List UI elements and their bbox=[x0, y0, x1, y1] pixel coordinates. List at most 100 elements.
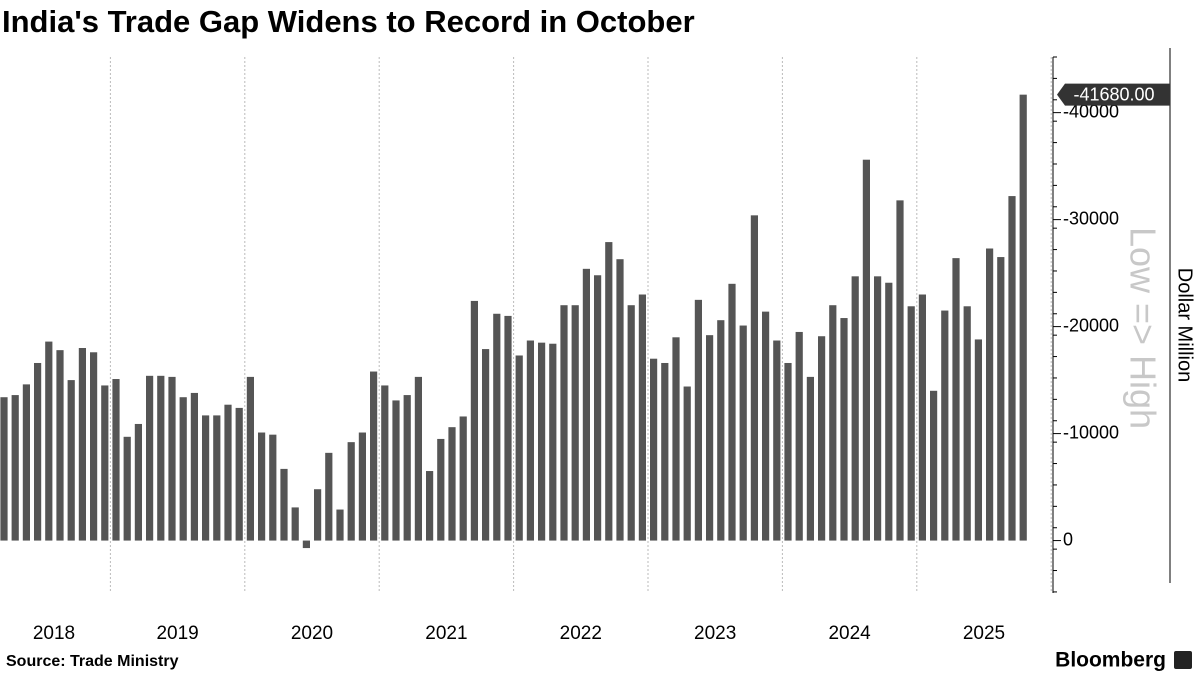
x-tick-label: 2018 bbox=[33, 623, 75, 644]
bar bbox=[314, 489, 322, 541]
bar bbox=[739, 325, 747, 541]
bar bbox=[582, 268, 590, 541]
x-tick-label: 2024 bbox=[828, 623, 871, 644]
y-tick-label: -40000 bbox=[1063, 101, 1119, 121]
bar bbox=[112, 379, 120, 541]
bar bbox=[291, 507, 299, 541]
bar bbox=[168, 376, 176, 541]
bar bbox=[896, 200, 904, 541]
bar bbox=[504, 315, 512, 541]
bar bbox=[34, 362, 42, 541]
bar bbox=[683, 386, 691, 541]
bar bbox=[829, 305, 837, 541]
bar bbox=[0, 397, 8, 541]
bar bbox=[1008, 196, 1016, 541]
bar bbox=[78, 348, 86, 541]
bar bbox=[784, 362, 792, 541]
x-tick-label: 2021 bbox=[425, 623, 467, 644]
x-tick-label: 2022 bbox=[560, 623, 602, 644]
bar bbox=[336, 509, 344, 541]
bar bbox=[358, 432, 366, 541]
bar bbox=[325, 452, 333, 541]
bar bbox=[941, 310, 949, 541]
bar bbox=[90, 352, 98, 541]
bar bbox=[123, 436, 131, 541]
bar bbox=[470, 300, 478, 541]
y-tick-label: 0 bbox=[1063, 529, 1073, 549]
bar bbox=[650, 358, 658, 541]
bar bbox=[101, 385, 109, 541]
y-tick-label: -20000 bbox=[1063, 315, 1119, 335]
bar bbox=[146, 375, 154, 541]
bar bbox=[515, 355, 523, 541]
bar bbox=[907, 306, 915, 541]
bar bbox=[840, 318, 848, 541]
bar bbox=[918, 294, 926, 541]
bar bbox=[493, 313, 501, 541]
bar bbox=[392, 400, 400, 541]
bar bbox=[67, 380, 75, 541]
x-tick-label: 2023 bbox=[694, 623, 736, 644]
bar bbox=[157, 375, 165, 541]
bar bbox=[224, 404, 232, 541]
x-tick-label: 2020 bbox=[291, 623, 333, 644]
bar bbox=[45, 341, 53, 541]
bar bbox=[974, 339, 982, 541]
bar bbox=[986, 248, 994, 541]
bar bbox=[717, 320, 725, 541]
bar bbox=[862, 159, 870, 541]
bar bbox=[437, 438, 445, 541]
bar bbox=[560, 305, 568, 541]
bar bbox=[448, 427, 456, 541]
bar bbox=[963, 306, 971, 541]
bar bbox=[616, 259, 624, 541]
bar bbox=[459, 416, 467, 541]
brand-icon bbox=[1174, 651, 1192, 669]
bar bbox=[381, 385, 389, 541]
bar bbox=[426, 471, 434, 541]
bar bbox=[134, 423, 142, 541]
bar bbox=[762, 311, 770, 541]
chart-title: India's Trade Gap Widens to Record in Oc… bbox=[2, 4, 695, 39]
bar bbox=[11, 395, 19, 541]
bar bbox=[806, 376, 814, 541]
bar bbox=[851, 276, 859, 541]
bar bbox=[997, 257, 1005, 541]
bar bbox=[258, 432, 266, 541]
bar bbox=[627, 305, 635, 541]
bar bbox=[638, 294, 646, 541]
bar bbox=[594, 275, 602, 541]
bar bbox=[885, 282, 893, 541]
bar bbox=[403, 395, 411, 541]
bar bbox=[482, 349, 490, 541]
bar bbox=[1019, 94, 1027, 541]
value-label: -41680.00 bbox=[1073, 84, 1154, 104]
x-tick-label: 2019 bbox=[156, 623, 198, 644]
bar bbox=[22, 384, 30, 541]
bar bbox=[818, 336, 826, 541]
bar bbox=[694, 299, 702, 541]
bar bbox=[952, 258, 960, 541]
bar bbox=[773, 340, 781, 541]
bar bbox=[190, 392, 198, 541]
y-tick-label: -30000 bbox=[1063, 208, 1119, 228]
bar bbox=[571, 305, 579, 541]
bar bbox=[213, 415, 221, 541]
y-axis-label: Dollar Million bbox=[1174, 268, 1196, 382]
bar bbox=[549, 343, 557, 541]
y-tick-label: -10000 bbox=[1063, 422, 1119, 442]
bar bbox=[672, 337, 680, 541]
bar bbox=[347, 442, 355, 541]
bar bbox=[302, 540, 310, 549]
bar bbox=[414, 376, 422, 541]
bar bbox=[235, 407, 243, 541]
bar bbox=[526, 340, 534, 541]
bar bbox=[202, 415, 210, 541]
bar bbox=[280, 468, 288, 541]
bar bbox=[874, 276, 882, 541]
bar bbox=[706, 335, 714, 541]
bar bbox=[728, 283, 736, 541]
bar bbox=[56, 350, 64, 541]
bar bbox=[795, 331, 803, 541]
